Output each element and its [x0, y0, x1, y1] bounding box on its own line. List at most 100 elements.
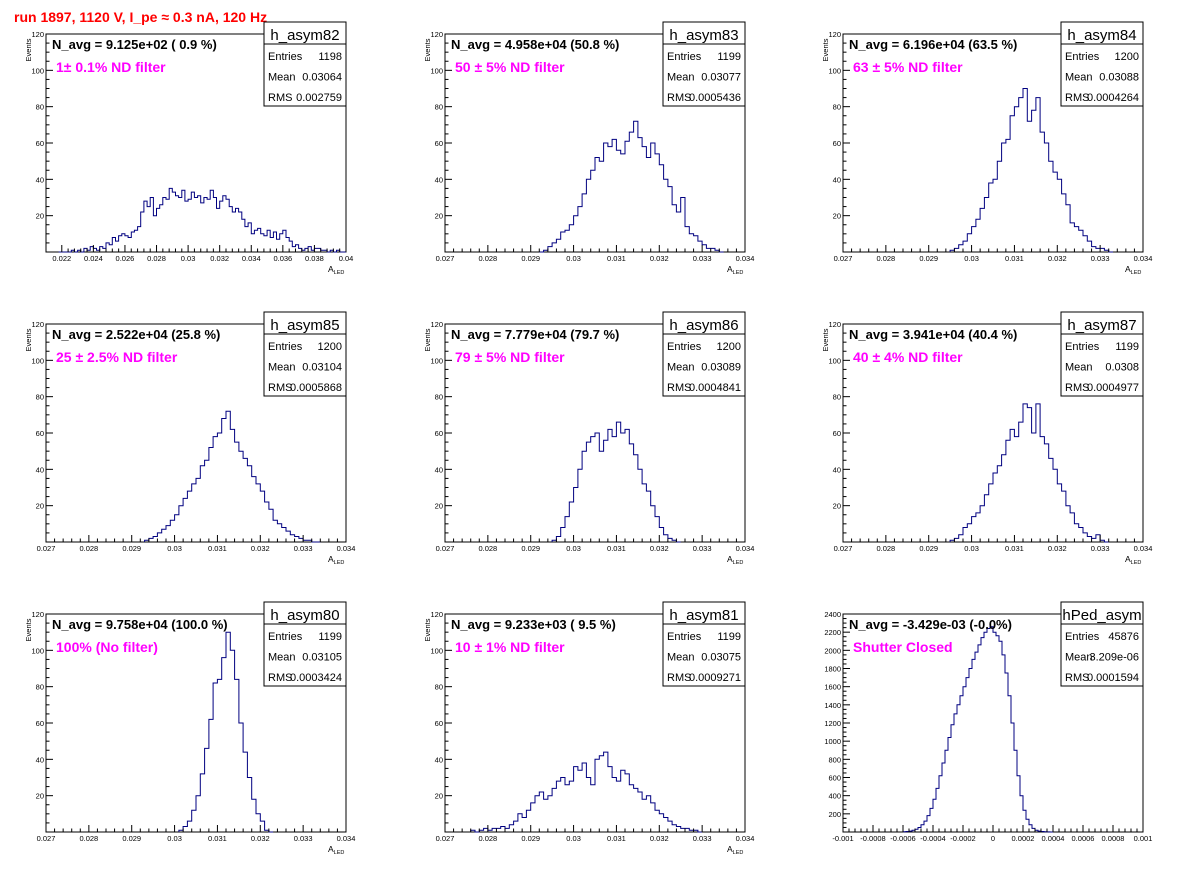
- y-tick-label: 20: [833, 212, 841, 221]
- histogram-name: h_asym87: [1067, 317, 1136, 334]
- x-axis-label: ALED: [328, 554, 344, 566]
- y-tick-label: 100: [430, 646, 443, 655]
- y-tick-label: 40: [833, 465, 841, 474]
- y-tick-label: 20: [435, 792, 443, 801]
- histogram-name: h_asym84: [1067, 27, 1136, 44]
- stats-label: Entries: [667, 631, 702, 643]
- x-tick-label: 0.0004: [1042, 834, 1065, 843]
- stats-label: Entries: [667, 341, 702, 353]
- x-tick-label: 0.001: [1134, 834, 1153, 843]
- stats-value: 0.002759: [296, 92, 342, 104]
- y-tick-label: 100: [430, 356, 443, 365]
- x-tick-label: 0.03: [566, 834, 581, 843]
- x-tick-label: 0.034: [337, 544, 356, 553]
- y-axis-label: Events: [423, 618, 432, 641]
- x-tick-label: 0.027: [436, 254, 455, 263]
- stats-label: RMS: [667, 382, 691, 394]
- navg-text: N_avg = 9.233e+03 ( 9.5 %): [451, 617, 616, 632]
- stats-label: RMS: [268, 382, 292, 394]
- stats-label: Mean: [268, 362, 296, 374]
- y-tick-label: 600: [828, 774, 841, 783]
- navg-text: N_avg = 6.196e+04 (63.5 %): [849, 37, 1017, 52]
- histogram-line: [539, 120, 724, 253]
- stats-label: Mean: [1065, 652, 1093, 664]
- x-tick-label: -0.0004: [920, 834, 945, 843]
- navg-text: N_avg = 9.758e+04 (100.0 %): [52, 617, 228, 632]
- y-tick-label: 120: [31, 30, 44, 39]
- x-tick-label: 0.032: [251, 544, 270, 553]
- panel-hPed_asym: -0.001 -0.0008 -0.0006 -0.0004 -0.0002 0 0.000…: [824, 601, 1153, 843]
- x-tick-label: 0.033: [693, 834, 712, 843]
- x-tick-label: 0.031: [607, 254, 626, 263]
- y-tick-label: 100: [828, 66, 841, 75]
- y-tick-label: 2000: [824, 646, 841, 655]
- y-tick-label: 20: [435, 502, 443, 511]
- x-tick-label: 0.032: [650, 834, 669, 843]
- stats-value: 0.03104: [302, 362, 342, 374]
- stats-box: [1060, 43, 1144, 107]
- stats-value: 3.209e-06: [1089, 652, 1139, 664]
- histogram-line: [949, 88, 1113, 253]
- filter-annotation: 63 ± 5% ND filter: [853, 59, 963, 75]
- stats-value: 45876: [1108, 631, 1139, 643]
- stats-value: 0.03089: [701, 362, 741, 374]
- x-tick-label: 0.03: [566, 544, 581, 553]
- x-axis-label: ALED: [328, 264, 344, 276]
- stats-value: 1199: [717, 631, 741, 643]
- stats-box: [662, 43, 746, 107]
- y-tick-label: 800: [828, 755, 841, 764]
- stats-label: Entries: [268, 341, 303, 353]
- y-tick-label: 100: [430, 66, 443, 75]
- x-tick-label: 0.034: [337, 834, 356, 843]
- x-tick-label: 0.033: [1091, 254, 1110, 263]
- y-tick-label: 60: [435, 719, 443, 728]
- x-tick-label: 0.034: [242, 254, 261, 263]
- x-tick-label: 0.033: [1091, 544, 1110, 553]
- navg-text: N_avg = -3.429e-03 (-0.0%): [849, 617, 1012, 632]
- y-axis-label: Events: [423, 38, 432, 61]
- y-tick-label: 1400: [824, 701, 841, 710]
- x-tick-label: 0.028: [147, 254, 166, 263]
- navg-text: N_avg = 9.125e+02 ( 0.9 %): [52, 37, 217, 52]
- y-tick-label: 60: [36, 139, 44, 148]
- x-tick-label: 0.028: [79, 834, 98, 843]
- x-axis-label: ALED: [727, 844, 743, 856]
- y-tick-label: 80: [435, 393, 443, 402]
- y-tick-label: 60: [833, 139, 841, 148]
- x-tick-label: 0.032: [251, 834, 270, 843]
- x-tick-label: 0.032: [1048, 544, 1067, 553]
- x-tick-label: 0.029: [521, 254, 540, 263]
- stats-label: Mean: [667, 652, 695, 664]
- y-tick-label: 20: [435, 212, 443, 221]
- x-tick-label: 0.031: [208, 544, 227, 553]
- stats-box: [1060, 623, 1144, 687]
- histogram-name: h_asym80: [270, 607, 339, 624]
- filter-annotation: 25 ± 2.5% ND filter: [56, 349, 178, 365]
- x-tick-label: 0.029: [122, 544, 141, 553]
- x-tick-label: 0.028: [478, 254, 497, 263]
- y-tick-label: 20: [36, 792, 44, 801]
- x-axis-label: ALED: [1125, 554, 1141, 566]
- y-tick-label: 1800: [824, 665, 841, 674]
- x-tick-label: 0.029: [521, 834, 540, 843]
- y-axis-label: Events: [821, 328, 830, 351]
- x-axis-label: ALED: [1125, 264, 1141, 276]
- y-tick-label: 40: [435, 175, 443, 184]
- y-tick-label: 120: [430, 30, 443, 39]
- y-tick-label: 40: [435, 755, 443, 764]
- x-tick-label: 0: [991, 834, 995, 843]
- y-tick-label: 100: [31, 66, 44, 75]
- y-tick-label: 1000: [824, 737, 841, 746]
- x-tick-label: 0.022: [52, 254, 71, 263]
- x-tick-label: 0.0008: [1102, 834, 1125, 843]
- stats-value: 0.03075: [701, 652, 741, 664]
- histogram-name: hPed_asym: [1062, 607, 1141, 624]
- stats-label: Entries: [268, 51, 303, 63]
- stats-value: 1199: [1115, 341, 1139, 353]
- y-tick-label: 80: [833, 103, 841, 112]
- x-tick-label: 0.031: [607, 544, 626, 553]
- y-tick-label: 20: [36, 212, 44, 221]
- y-tick-label: 120: [430, 610, 443, 619]
- histogram-name: h_asym81: [669, 607, 738, 624]
